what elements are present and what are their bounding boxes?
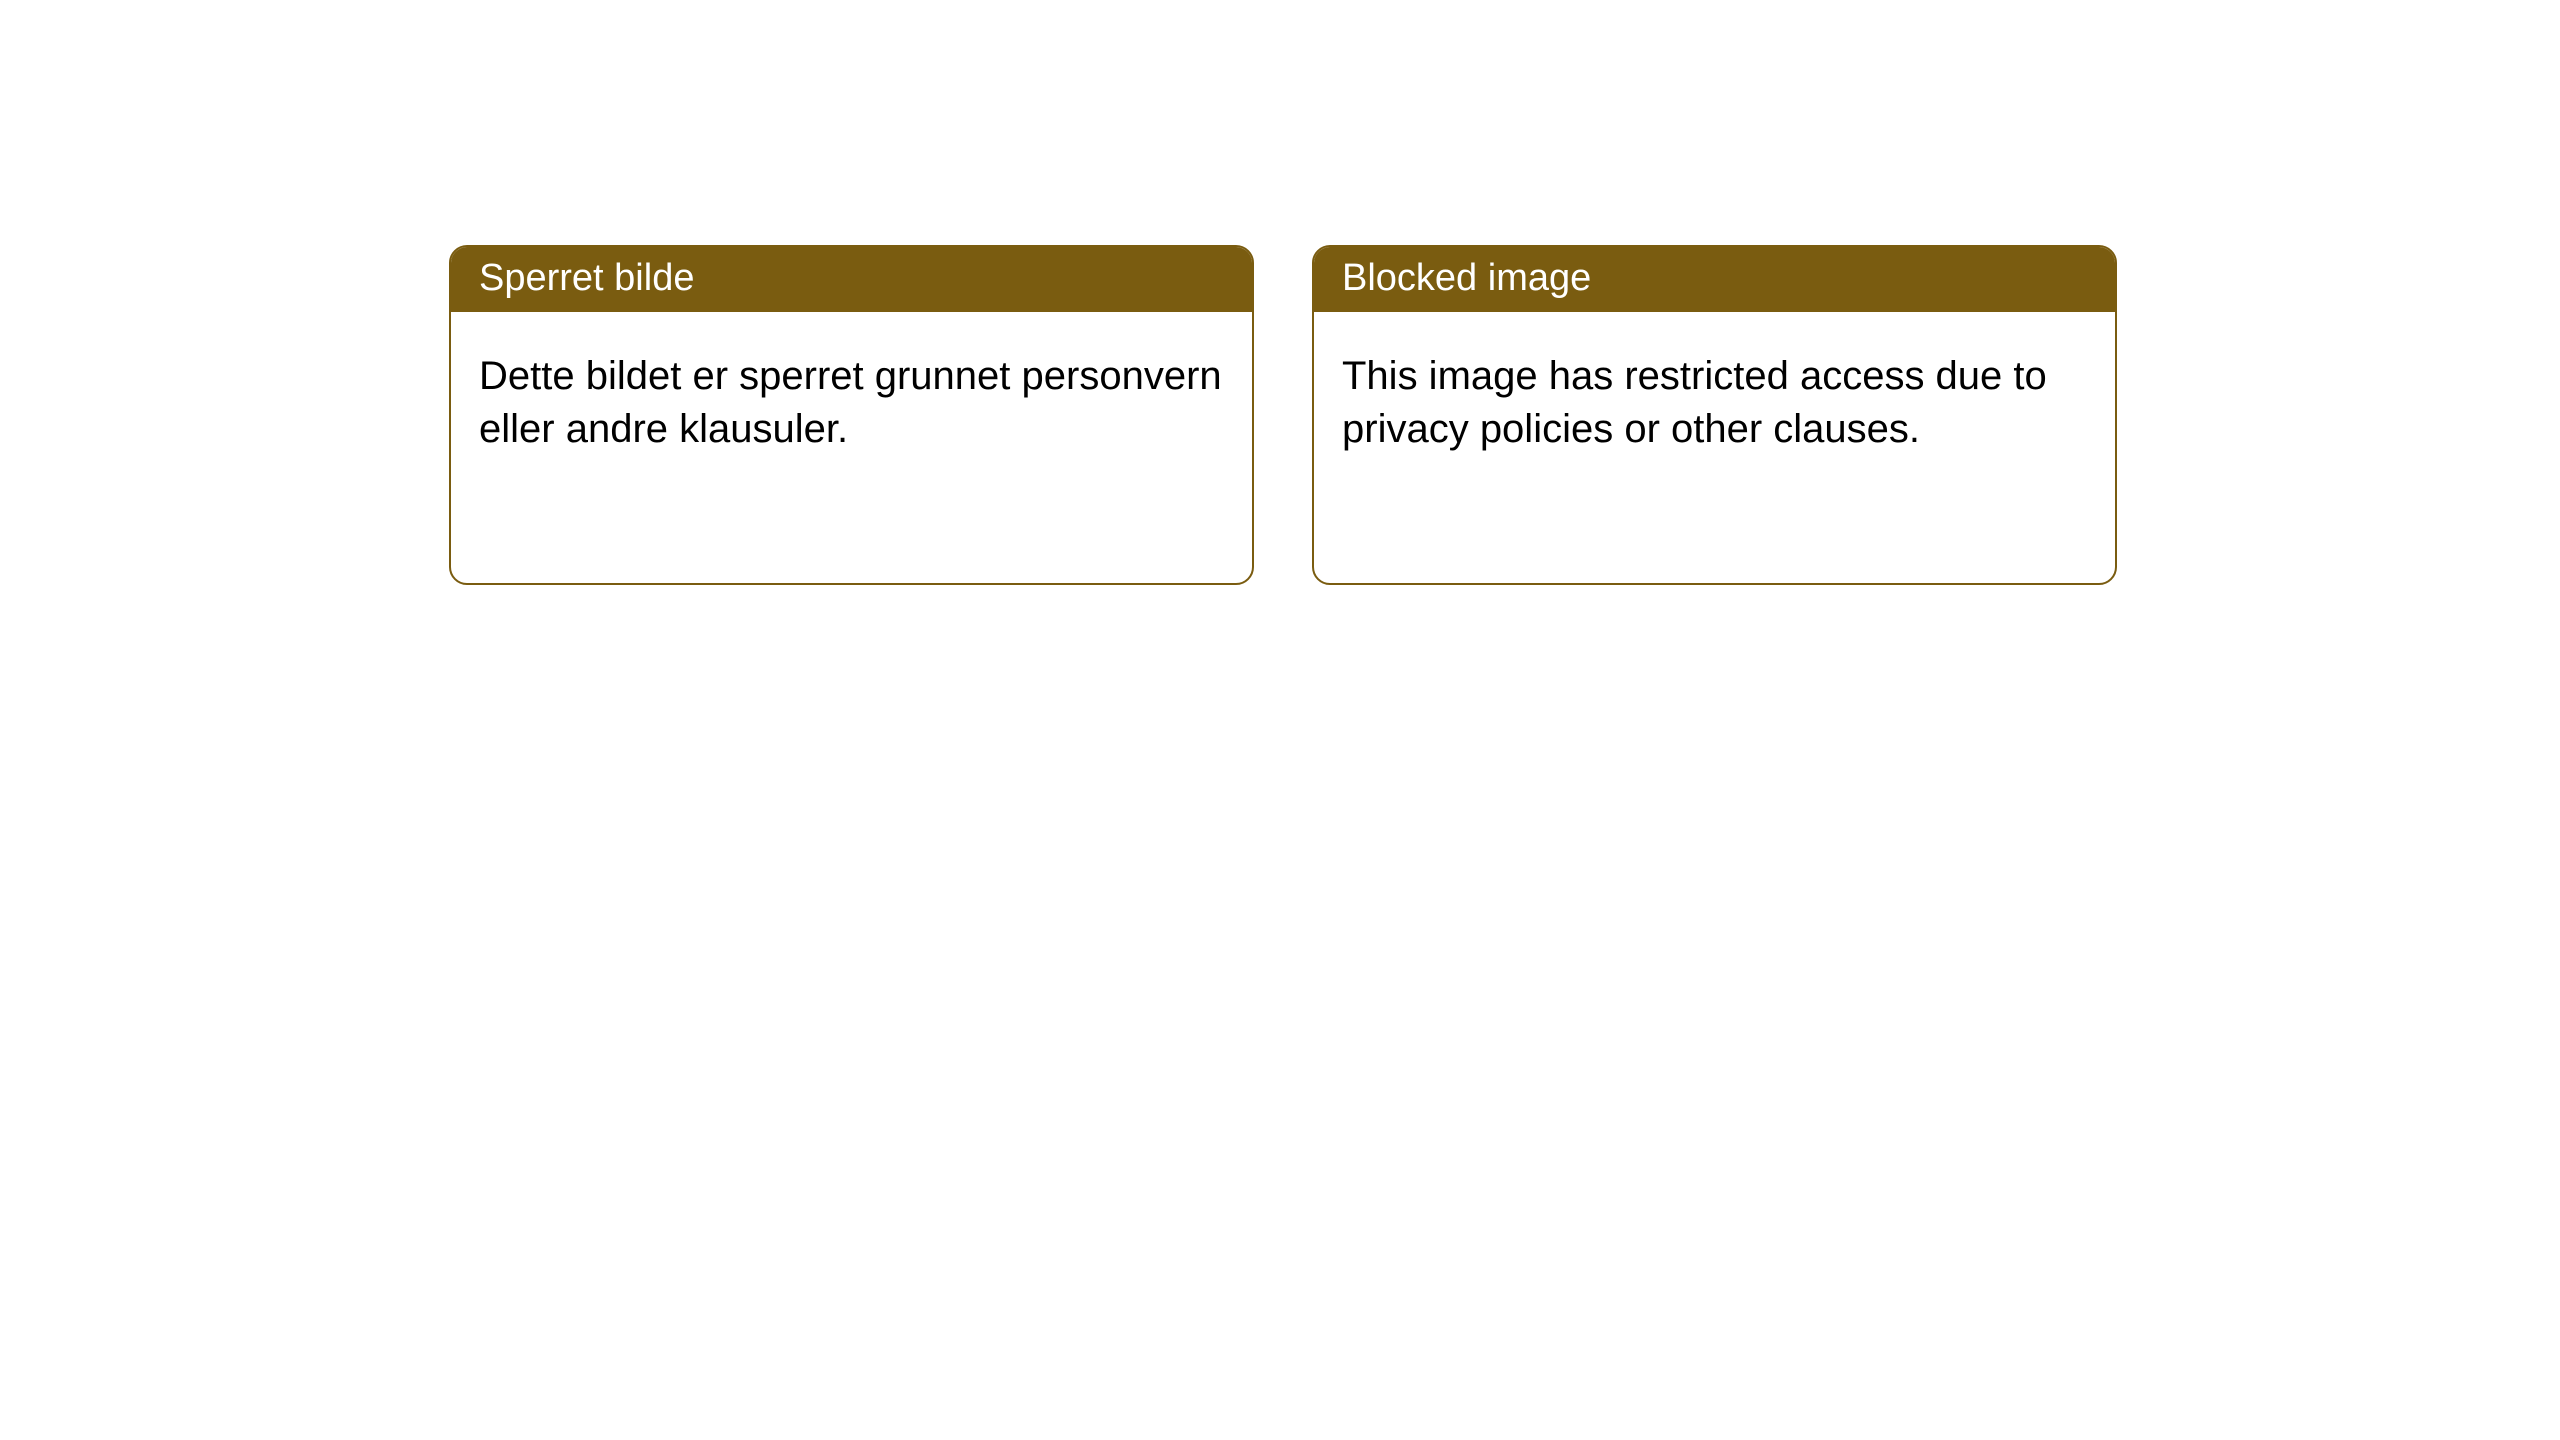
card-title-no: Sperret bilde: [479, 257, 694, 299]
card-body-no: Dette bildet er sperret grunnet personve…: [451, 312, 1252, 484]
card-title-en: Blocked image: [1342, 257, 1591, 299]
card-header-en: Blocked image: [1314, 247, 2115, 312]
card-body-en: This image has restricted access due to …: [1314, 312, 2115, 484]
notice-cards-container: Sperret bilde Dette bildet er sperret gr…: [0, 0, 2560, 585]
card-body-text-no: Dette bildet er sperret grunnet personve…: [479, 354, 1222, 451]
card-header-no: Sperret bilde: [451, 247, 1252, 312]
blocked-image-card-no: Sperret bilde Dette bildet er sperret gr…: [449, 245, 1254, 585]
card-body-text-en: This image has restricted access due to …: [1342, 354, 2047, 451]
blocked-image-card-en: Blocked image This image has restricted …: [1312, 245, 2117, 585]
